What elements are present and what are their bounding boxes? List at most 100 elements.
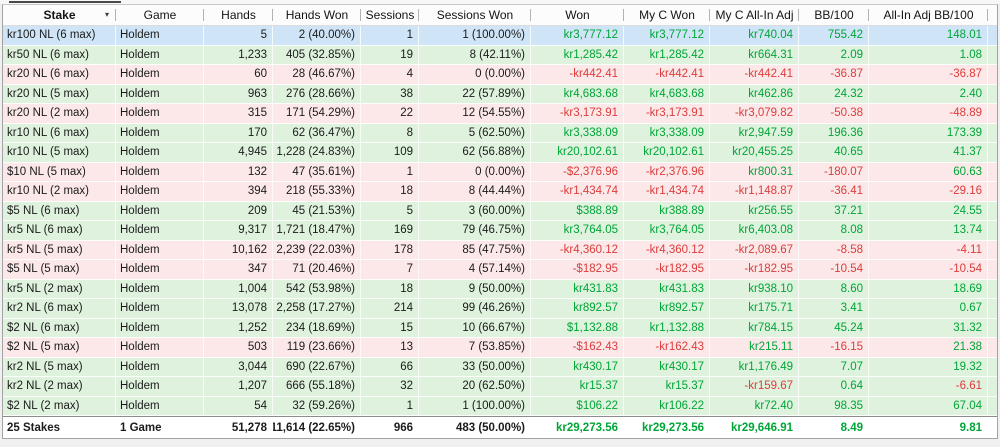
- totals-my_c_allin_adj: kr29,646.91: [730, 421, 793, 434]
- table-row[interactable]: kr5 NL (2 max) Holdem 1,004 542 (53.98%) 18 9…: [3, 279, 997, 299]
- stakes-table: Stake ▾ Game Hands Hands Won Sessions Sessions…: [2, 4, 998, 439]
- column-header-hands[interactable]: Hands: [204, 5, 273, 25]
- cell-my_c_won: -kr2,376.96: [624, 162, 710, 181]
- table-row[interactable]: kr10 NL (6 max) Holdem 170 62 (36.47%) 8 5 (6…: [3, 123, 997, 143]
- column-header-won[interactable]: Won: [531, 5, 624, 25]
- table-row[interactable]: kr2 NL (5 max) Holdem 3,044 690 (22.67%) 66 3…: [3, 357, 997, 377]
- cell-sessions: 32: [361, 377, 419, 396]
- cell-hands_won: 71 (20.46%): [273, 260, 361, 279]
- cell-my_c_won: -kr3,173.91: [624, 104, 710, 123]
- table-row[interactable]: kr20 NL (5 max) Holdem 963 276 (28.66%) 38 22…: [3, 84, 997, 104]
- totals-my_c_won: kr29,273.56: [641, 421, 704, 434]
- column-header-game[interactable]: Game: [116, 5, 204, 25]
- cell-won: kr20,102.61: [531, 143, 624, 162]
- cell-my_c_won: -kr1,434.74: [624, 182, 710, 201]
- cell-won: kr3,764.05: [531, 221, 624, 240]
- cell-sessions_won: 20 (62.50%): [419, 377, 531, 396]
- totals-hands_won: 11,614 (22.65%): [273, 421, 355, 434]
- column-header-label: Game: [143, 8, 177, 22]
- cell-sessions: 38: [361, 84, 419, 103]
- cell-allin_adj_bb100: 21.38: [869, 338, 988, 357]
- cell-game: Holdem: [116, 84, 204, 103]
- cell-bb100: -10.54: [799, 260, 869, 279]
- totals-won: kr29,273.56: [555, 421, 618, 434]
- column-header-label: Sessions Won: [436, 8, 514, 22]
- cell-stake: kr10 NL (6 max): [3, 123, 116, 142]
- column-header-sessions[interactable]: Sessions: [361, 5, 419, 25]
- table-row[interactable]: kr100 NL (6 max) Holdem 5 2 (40.00%) 1 1 (100…: [3, 26, 997, 46]
- cell-bb100: -36.41: [799, 182, 869, 201]
- table-row[interactable]: $5 NL (5 max) Holdem 347 71 (20.46%) 7 4 (57.…: [3, 260, 997, 280]
- table-row[interactable]: kr2 NL (2 max) Holdem 1,207 666 (55.18%) 32 2…: [3, 377, 997, 397]
- cell-stake: kr5 NL (5 max): [3, 240, 116, 259]
- stake-sort-dropdown-icon[interactable]: ▾: [104, 10, 109, 19]
- cell-bb100: 196.36: [799, 123, 869, 142]
- cell-game: Holdem: [116, 123, 204, 142]
- column-header-my_c_won[interactable]: My C Won: [624, 5, 710, 25]
- cell-hands_won: 1,721 (18.47%): [273, 221, 361, 240]
- table-row[interactable]: kr20 NL (2 max) Holdem 315 171 (54.29%) 22 12…: [3, 104, 997, 124]
- column-header-hands_won[interactable]: Hands Won: [273, 5, 361, 25]
- table-row[interactable]: kr10 NL (5 max) Holdem 4,945 1,228 (24.83%)…: [3, 143, 997, 163]
- cell-my_c_allin_adj: -kr2,089.67: [710, 240, 799, 259]
- table-row[interactable]: kr20 NL (6 max) Holdem 60 28 (46.67%) 4 0 (0.…: [3, 65, 997, 85]
- cell-sessions_won: 0 (0.00%): [419, 162, 531, 181]
- table-row[interactable]: $10 NL (5 max) Holdem 132 47 (35.61%) 1 0 (0.…: [3, 162, 997, 182]
- cell-won: kr1,285.42: [531, 45, 624, 64]
- cell-hands: 4,945: [204, 143, 273, 162]
- column-header-my_c_allin_adj[interactable]: My C All-In Adj: [710, 5, 799, 25]
- cell-game: Holdem: [116, 396, 204, 415]
- cell-hands: 9,317: [204, 221, 273, 240]
- cell-my_c_allin_adj: kr20,455.25: [710, 143, 799, 162]
- cell-sessions: 15: [361, 318, 419, 337]
- table-body: kr100 NL (6 max) Holdem 5 2 (40.00%) 1 1 (100…: [3, 26, 997, 416]
- cell-my_c_won: -kr4,360.12: [624, 240, 710, 259]
- totals-stake: 25 Stakes: [7, 421, 61, 434]
- cell-stake: $2 NL (2 max): [3, 396, 116, 415]
- cell-my_c_allin_adj: kr664.31: [710, 45, 799, 64]
- column-header-bb100[interactable]: BB/100: [799, 5, 869, 25]
- cell-stake: kr10 NL (5 max): [3, 143, 116, 162]
- cell-my_c_allin_adj: -kr182.95: [710, 260, 799, 279]
- cell-hands_won: 2,258 (17.27%): [273, 299, 361, 318]
- cell-won: kr3,777.12: [531, 26, 624, 45]
- table-row[interactable]: kr5 NL (5 max) Holdem 10,162 2,239 (22.03%)…: [3, 240, 997, 260]
- cell-won: -$2,376.96: [531, 162, 624, 181]
- cell-bb100: 24.32: [799, 84, 869, 103]
- cell-sessions_won: 1 (100.00%): [419, 396, 531, 415]
- cell-allin_adj_bb100: 13.74: [869, 221, 988, 240]
- cell-hands_won: 234 (18.69%): [273, 318, 361, 337]
- cell-won: $1,132.88: [531, 318, 624, 337]
- cell-sessions: 4: [361, 65, 419, 84]
- cell-allin_adj_bb100: 0.67: [869, 299, 988, 318]
- cell-bb100: 8.08: [799, 221, 869, 240]
- cell-my_c_allin_adj: kr462.86: [710, 84, 799, 103]
- cell-my_c_won: kr1,285.42: [624, 45, 710, 64]
- totals-row: 25 Stakes 1 Game 51,278 11,614 (22.65%) 966 4…: [3, 416, 997, 438]
- cell-my_c_allin_adj: -kr3,079.82: [710, 104, 799, 123]
- table-row[interactable]: $2 NL (6 max) Holdem 1,252 234 (18.69%) 15 10…: [3, 318, 997, 338]
- table-row[interactable]: $2 NL (2 max) Holdem 54 32 (59.26%) 1 1 (100.…: [3, 396, 997, 416]
- table-row[interactable]: kr5 NL (6 max) Holdem 9,317 1,721 (18.47%) 1…: [3, 221, 997, 241]
- column-header-stake[interactable]: Stake ▾: [3, 5, 116, 25]
- cell-hands: 13,078: [204, 299, 273, 318]
- cell-hands_won: 47 (35.61%): [273, 162, 361, 181]
- cell-allin_adj_bb100: 24.55: [869, 201, 988, 220]
- column-header-allin_adj_bb100[interactable]: All-In Adj BB/100: [869, 5, 988, 25]
- cell-won: -kr442.41: [531, 65, 624, 84]
- table-row[interactable]: $5 NL (6 max) Holdem 209 45 (21.53%) 5 3 (60.…: [3, 201, 997, 221]
- cell-sessions_won: 99 (46.26%): [419, 299, 531, 318]
- cell-won: kr4,683.68: [531, 84, 624, 103]
- cell-stake: kr2 NL (6 max): [3, 299, 116, 318]
- cell-stake: $5 NL (6 max): [3, 201, 116, 220]
- cell-my_c_won: -kr162.43: [624, 338, 710, 357]
- column-header-sessions_won[interactable]: Sessions Won: [419, 5, 531, 25]
- column-header-label: Stake: [43, 8, 76, 22]
- cell-game: Holdem: [116, 318, 204, 337]
- table-row[interactable]: kr2 NL (6 max) Holdem 13,078 2,258 (17.27%)…: [3, 299, 997, 319]
- table-row[interactable]: $2 NL (5 max) Holdem 503 119 (23.66%) 13 7 (5…: [3, 338, 997, 358]
- table-row[interactable]: kr50 NL (6 max) Holdem 1,233 405 (32.85%) 19…: [3, 45, 997, 65]
- cell-sessions: 22: [361, 104, 419, 123]
- table-row[interactable]: kr10 NL (2 max) Holdem 394 218 (55.33%) 18 8 …: [3, 182, 997, 202]
